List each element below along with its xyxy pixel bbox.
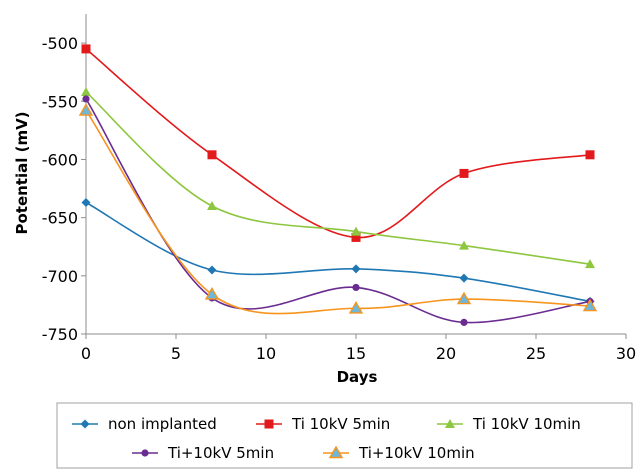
- data-point: [207, 150, 217, 160]
- legend-label: Ti 10kV 10min: [472, 415, 581, 433]
- legend-box: [56, 402, 633, 469]
- y-axis-title: Potential (mV): [13, 111, 31, 234]
- series-1: [81, 198, 595, 306]
- series-line: [85, 201, 591, 303]
- x-tick-label: 0: [81, 344, 91, 363]
- data-point: [81, 44, 91, 54]
- x-tick-label: 20: [436, 344, 456, 363]
- data-point: [460, 318, 468, 326]
- x-tick-label: 25: [526, 344, 546, 363]
- legend-entry: Ti+10kV 10min: [323, 444, 475, 462]
- data-point: [459, 168, 469, 178]
- data-point: [352, 283, 360, 292]
- legend-entry: non implanted: [72, 415, 217, 433]
- data-point: [207, 265, 217, 275]
- data-point: [348, 300, 364, 314]
- legend-entry: Ti+10kV 5min: [132, 444, 274, 462]
- legend-label: Ti+10kV 5min: [167, 444, 274, 462]
- series-line: [85, 98, 591, 324]
- data-point: [81, 198, 91, 208]
- data-point: [585, 259, 595, 269]
- x-axis-title: Days: [337, 368, 378, 386]
- x-tick-label: 15: [346, 344, 366, 363]
- legend-label: Ti+10kV 10min: [358, 444, 475, 462]
- data-point: [207, 201, 217, 210]
- series-3: [81, 86, 595, 269]
- x-tick-label: 5: [171, 344, 181, 363]
- legend-label: non implanted: [108, 415, 217, 433]
- data-point: [582, 298, 598, 312]
- legend-marker: [445, 419, 455, 428]
- data-point: [351, 226, 361, 236]
- data-point: [82, 95, 90, 103]
- y-tick-label: -650: [42, 209, 78, 228]
- y-tick-label: -600: [42, 150, 78, 169]
- data-point: [459, 273, 469, 283]
- x-tick-label: 10: [256, 344, 276, 363]
- series-5: [78, 103, 598, 315]
- y-tick-label: -500: [42, 34, 78, 53]
- legend: non implanted Ti 10kV 5min Ti 10kV 10min Ti…: [56, 402, 633, 469]
- series-line: [85, 110, 591, 315]
- data-point: [585, 150, 595, 160]
- y-tick-label: -700: [42, 267, 78, 286]
- x-tick-label: 30: [616, 344, 636, 363]
- data-point: [204, 287, 220, 300]
- data-point: [351, 232, 361, 242]
- legend-marker: [80, 419, 90, 429]
- series-line: [85, 48, 591, 239]
- series-line: [85, 91, 591, 265]
- data-point: [351, 264, 361, 274]
- data-point: [78, 103, 94, 116]
- data-point: [81, 86, 91, 96]
- data-point: [459, 240, 469, 250]
- legend-marker: [328, 445, 344, 459]
- legend-entry: Ti 10kV 5min: [256, 415, 390, 433]
- series-4: [82, 95, 594, 326]
- legend-label: Ti 10kV 5min: [291, 415, 390, 433]
- y-tick-label: -550: [42, 92, 78, 111]
- y-tick-label: -750: [42, 325, 78, 344]
- chart-series: [78, 44, 598, 326]
- legend-marker: [264, 419, 274, 429]
- series-2: [81, 44, 595, 242]
- data-point: [456, 291, 472, 305]
- legend-marker: [141, 449, 149, 457]
- legend-entry: Ti 10kV 10min: [437, 415, 581, 433]
